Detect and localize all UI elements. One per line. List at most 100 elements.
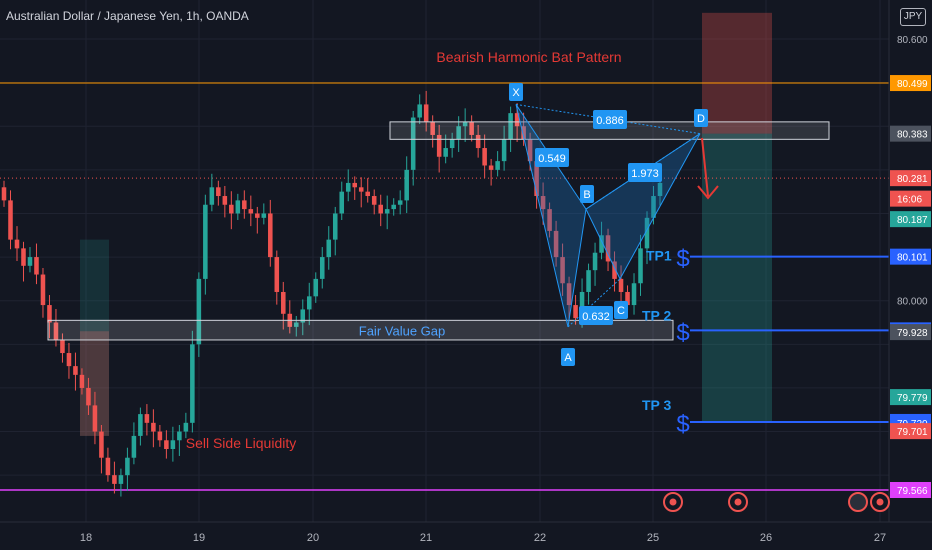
time-axis-bg — [0, 522, 932, 550]
candle-body — [573, 305, 578, 319]
candle-body — [404, 169, 409, 201]
candle-body — [391, 204, 396, 210]
time-tick-label: 18 — [80, 532, 92, 544]
candle-body — [475, 134, 481, 149]
candle-body — [579, 291, 585, 319]
chart-title: Bearish Harmonic Bat Pattern — [436, 49, 621, 65]
candle-body — [268, 213, 273, 258]
candle-body — [92, 405, 98, 432]
candle-body — [488, 165, 494, 170]
price-axis-bg — [889, 0, 932, 550]
candle-body — [157, 431, 163, 441]
event-marker-dot — [734, 498, 742, 506]
candle-body — [631, 283, 637, 306]
candle-body — [592, 252, 598, 271]
point-d-label: D — [697, 113, 705, 125]
candle-body — [501, 139, 507, 162]
candle-body — [1, 187, 7, 201]
price-tick-label: 80.600 — [897, 35, 928, 46]
candle-body — [443, 148, 448, 157]
price-label: 79.701 — [897, 427, 928, 438]
candle-body — [384, 209, 390, 214]
candle-body — [599, 235, 604, 253]
price-label-bg — [890, 125, 931, 142]
candle-body — [8, 200, 13, 240]
candle-body — [261, 213, 267, 218]
candle-body — [118, 475, 124, 484]
candle-body — [319, 257, 325, 279]
candle-body — [164, 440, 169, 449]
price-label-bg — [890, 170, 931, 187]
candle-body — [183, 422, 189, 432]
candle-body — [430, 121, 435, 135]
candle-body — [365, 191, 370, 197]
candle-body — [456, 126, 461, 140]
point-x-label: X — [512, 87, 520, 99]
take-profit-zone — [702, 133, 772, 422]
price-label: 80.187 — [897, 215, 928, 226]
candle-body — [644, 217, 650, 249]
candle-body — [21, 248, 26, 266]
candle-body — [495, 161, 500, 170]
price-label: 80.281 — [897, 174, 928, 185]
point-a-label: A — [564, 352, 572, 364]
candle-body — [358, 187, 364, 192]
candle-body — [40, 274, 46, 306]
point-x-label-bg — [509, 83, 523, 101]
price-label: 80.101 — [897, 253, 928, 264]
target-label-2: TP 2 — [642, 307, 672, 323]
price-label-bg — [890, 248, 931, 265]
price-label-bg — [890, 423, 931, 440]
candle-body — [566, 283, 572, 306]
point-a-label-bg — [561, 348, 575, 366]
point-d-label-bg — [694, 109, 708, 127]
candle-body — [73, 366, 78, 375]
fib-632-label: 0.632 — [582, 311, 610, 323]
currency-badge[interactable]: JPY — [900, 8, 926, 26]
candle-body — [34, 257, 39, 275]
candle-body — [397, 200, 403, 205]
candle-body — [625, 291, 630, 306]
candle-body — [332, 213, 338, 240]
candle-body — [248, 209, 254, 214]
candle-body — [235, 200, 241, 214]
price-label: 80.499 — [897, 79, 928, 90]
price-label: 79.928 — [897, 328, 928, 339]
candle-body — [378, 204, 383, 214]
news-marker-icon — [848, 492, 868, 512]
time-tick-label: 19 — [193, 532, 205, 544]
candle-body — [345, 182, 351, 192]
price-tick-label: 80.000 — [897, 297, 928, 308]
candle-body — [618, 278, 624, 292]
candle-body — [534, 161, 539, 197]
candle-body — [436, 134, 442, 157]
price-label-bg — [890, 190, 931, 207]
candle-body — [371, 196, 377, 205]
candle-body — [339, 191, 345, 214]
candle-body — [216, 187, 221, 197]
short-entry-arrow — [697, 137, 719, 200]
candle-body — [190, 344, 195, 423]
price-label-bg — [890, 389, 931, 406]
candle-body — [540, 196, 546, 210]
candle-body — [203, 204, 208, 279]
fib-886-label: 0.886 — [596, 115, 624, 127]
candle-body — [586, 270, 591, 292]
event-marker-dot — [669, 498, 677, 506]
candle-body — [125, 457, 130, 476]
candle-body — [326, 239, 332, 258]
target-label-1: TP1 — [646, 248, 672, 264]
candle-body — [482, 148, 487, 166]
candle-body — [196, 278, 202, 345]
candle-body — [170, 440, 176, 449]
fib-549-label-bg — [535, 148, 569, 167]
candle-body — [313, 278, 319, 297]
price-label-bg — [890, 482, 931, 498]
price-label-bg — [890, 324, 931, 341]
fair-value-gap-label: Fair Value Gap — [359, 323, 445, 338]
candle-body — [86, 387, 91, 406]
candle-body — [138, 414, 143, 436]
dollar-icon: $ — [676, 411, 689, 438]
price-label: 79.779 — [897, 393, 928, 404]
